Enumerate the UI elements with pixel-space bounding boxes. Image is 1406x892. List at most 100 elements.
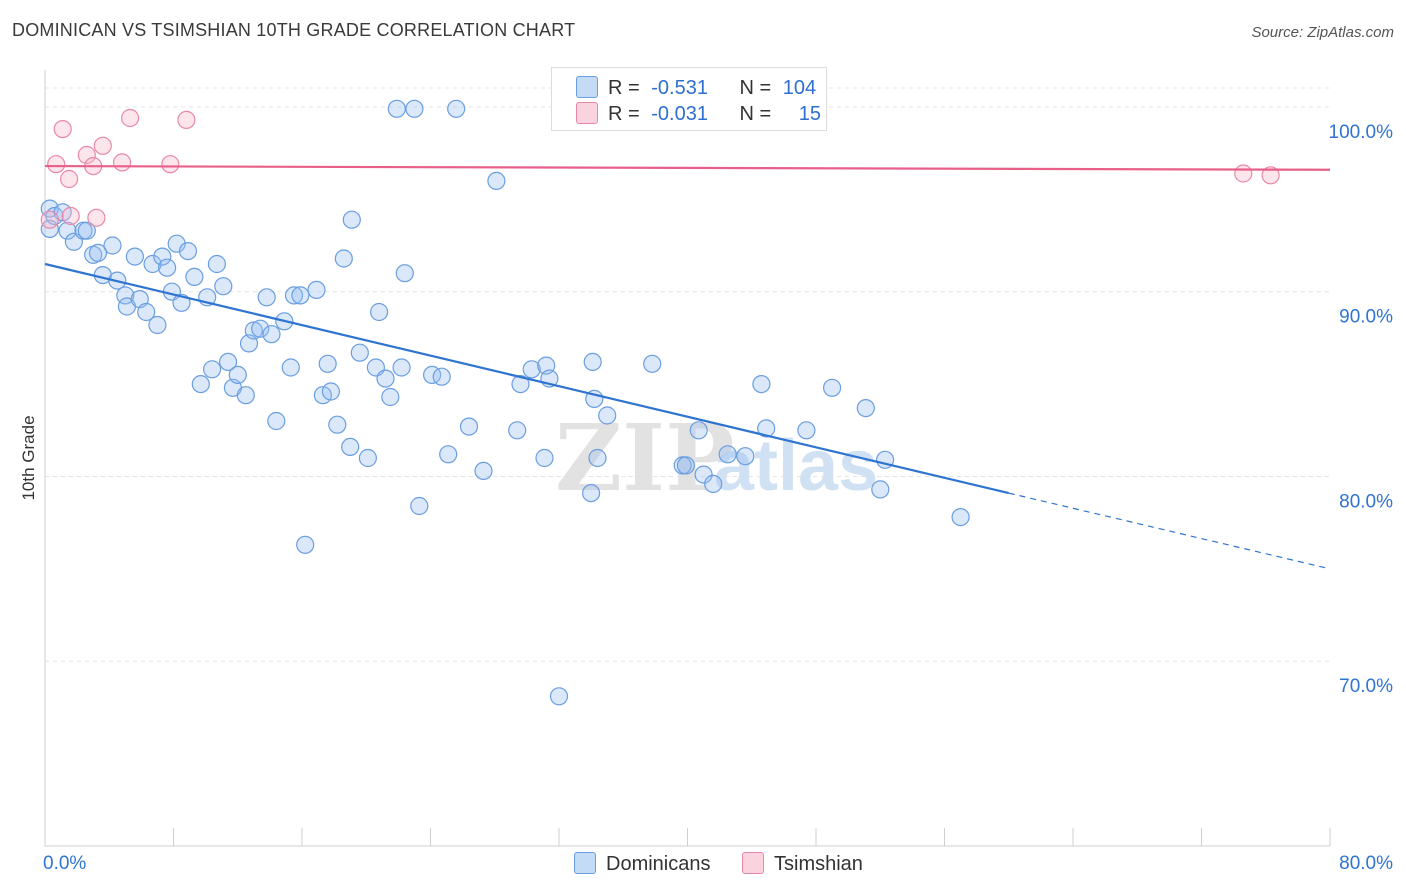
data-point [88,243,108,262]
data-point [522,360,541,379]
y-axis-label: 10th Grade [19,415,38,500]
legend-row-tsimshian: R = -0.031 N = 15 [576,102,821,126]
data-point [137,302,156,322]
data-point [588,448,607,468]
data-point [643,354,662,373]
data-point [581,484,601,503]
data-point [185,267,204,286]
data-point [718,445,737,464]
data-point [267,411,286,431]
data-point [47,155,66,174]
data-point [77,221,96,240]
data-point [511,375,530,394]
data-point [178,242,198,261]
data-point [583,352,602,371]
legend-n-value: 104 [782,77,817,99]
legend-r-value: -0.031 [651,103,708,125]
data-point [284,286,304,305]
data-point [487,171,506,190]
data-point [328,415,347,434]
data-point [871,480,890,499]
chart-title: DOMINICAN VS TSIMSHIAN 10TH GRADE CORREL… [12,20,576,40]
watermark-zip: ZIP [555,404,734,512]
data-point [112,153,132,172]
data-point [58,221,77,240]
data-point [228,365,247,384]
x-tick-label: 0.0% [43,853,86,874]
data-point [694,465,713,484]
data-point [87,208,106,227]
data-point [342,210,361,229]
bottom-legend-tsimshian: Tsimshian [742,852,863,876]
data-point [951,507,970,527]
data-point [103,236,122,255]
data-point [191,375,210,394]
data-point [757,419,776,438]
legend-r-label: R = [608,77,640,99]
legend-r-value: -0.531 [651,77,708,99]
legend-swatch-dominicans [576,76,598,98]
y-tick-label: 70.0% [1339,676,1393,697]
data-point [125,247,144,266]
data-point [296,535,315,554]
data-point [387,99,406,118]
data-point [676,456,696,475]
data-point [405,99,424,118]
data-point [1261,166,1280,185]
y-tick-label: 80.0% [1339,491,1393,512]
legend-swatch-tsimshian [576,102,598,124]
data-point [459,417,479,436]
data-point [214,277,233,296]
data-point [161,155,180,174]
data-point [797,421,816,440]
data-point [148,315,167,335]
data-point [219,352,238,371]
data-point [350,343,369,362]
legend-row-dominicans: R = -0.531 N = 104 [576,76,816,100]
bottom-legend-dominicans: Dominicans [574,852,710,876]
data-point [381,387,400,407]
data-point [262,325,281,344]
data-point [752,375,771,394]
bottom-legend-swatch-tsimshian [742,852,764,874]
correlation-legend: R = -0.531 N = 104 R = -0.031 N = 15 [551,67,827,131]
data-point [549,687,569,706]
bottom-legend-label-tsimshian: Tsimshian [774,853,863,875]
data-point [736,447,755,466]
data-point [376,369,395,388]
trendline-dominicans [44,262,1010,495]
data-point [598,406,617,425]
legend-r-label: R = [608,103,640,125]
data-point [77,145,96,165]
data-point [53,120,72,139]
data-point [93,136,112,155]
legend-n-value: 15 [798,103,822,125]
data-point [121,108,140,128]
data-point [177,110,196,130]
data-point [158,258,177,277]
data-point [307,280,326,299]
watermark-atlas: atlas [714,426,878,506]
data-point [432,367,451,386]
data-point [689,421,708,440]
data-point [291,286,310,305]
data-point [508,421,527,440]
legend-n-label: N = [739,103,772,125]
data-point [61,206,80,226]
x-tick-label: 80.0% [1339,853,1393,874]
y-tick-label: 90.0% [1339,307,1393,328]
trendline-tsimshian [44,164,1331,171]
y-tick-label: 100.0% [1329,122,1394,143]
data-point [704,474,723,493]
data-point [59,169,79,189]
data-point [447,99,466,118]
data-point [167,234,186,253]
data-point [822,378,842,397]
data-point [474,461,493,480]
data-point [439,445,458,464]
data-point [207,254,226,274]
trendline-dominicans-extension [1008,492,1331,570]
data-point [370,302,389,322]
data-point [153,247,172,266]
